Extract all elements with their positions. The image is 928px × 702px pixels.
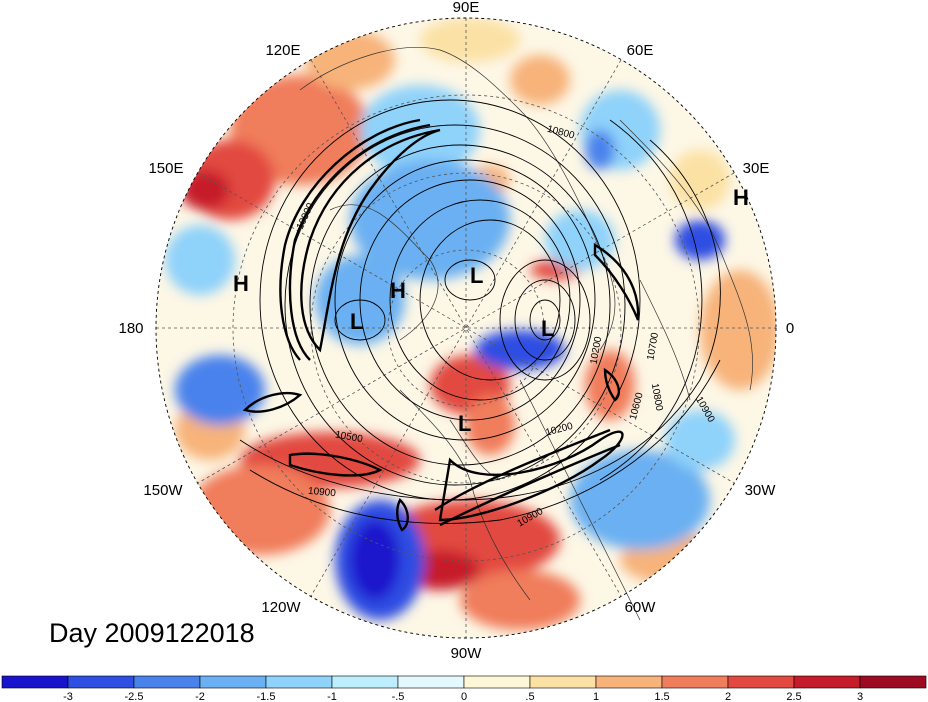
colorbar-tick-label: -1 — [327, 691, 337, 702]
lon-label-60w: 60W — [625, 599, 657, 616]
lon-label-30w: 30W — [745, 482, 777, 499]
coastlines — [299, 47, 753, 621]
height-contours — [239, 99, 721, 524]
colorbar-swatch — [661, 675, 729, 689]
colorbar-swatch — [595, 675, 663, 689]
colorbar-tick-label: 3 — [857, 691, 863, 702]
colorbar-tick-label: -2.5 — [125, 691, 144, 702]
colorbar-swatch — [133, 675, 201, 689]
high-center-label: H — [390, 278, 406, 303]
colorbar-tick-label: 1 — [593, 691, 599, 702]
colorbar-tick-label: -1.5 — [257, 691, 276, 702]
lon-label-180: 180 — [118, 320, 143, 337]
colorbar-swatch — [727, 675, 795, 689]
low-center-label: L — [541, 316, 554, 341]
jet-contours — [242, 118, 640, 532]
colorbar-swatch — [397, 675, 465, 689]
high-center-label: H — [233, 271, 249, 296]
colorbar-swatch — [793, 675, 861, 689]
colorbar-swatch — [859, 675, 927, 689]
colorbar-swatch — [529, 675, 597, 689]
colorbar-swatch — [199, 675, 267, 689]
contour-label: 10500 — [334, 429, 364, 445]
colorbar-tick-label: -.5 — [392, 691, 405, 702]
colorbar-tick-label: .5 — [525, 691, 534, 702]
colorbar-swatch — [67, 675, 135, 689]
lon-label-120w: 120W — [261, 599, 301, 616]
colorbar-swatch — [463, 675, 531, 689]
lon-label-60e: 60E — [627, 42, 654, 59]
graticule — [156, 18, 776, 638]
colorbar-tick-label: 1.5 — [654, 691, 669, 702]
colorbar-swatch — [331, 675, 399, 689]
lon-label-0: 0 — [786, 320, 794, 337]
colorbar-swatch — [265, 675, 333, 689]
colorbar-tick-label: 0 — [461, 691, 467, 702]
high-center-label: H — [733, 185, 749, 210]
longitude-labels: 90E 60E 30E 0 30W 60W 90W 120W 150W 180 … — [118, 0, 794, 662]
contour-label: 10800 — [649, 382, 665, 412]
low-center-label: L — [350, 309, 363, 334]
colorbar-tick-label: -3 — [63, 691, 73, 702]
lon-label-150w: 150W — [143, 482, 183, 499]
colorbar-tick-label: -2 — [195, 691, 205, 702]
contour-label: 10200 — [589, 335, 605, 365]
anomaly-shading — [156, 18, 776, 638]
colorbar-swatch — [1, 675, 69, 689]
lon-label-90w: 90W — [451, 645, 483, 662]
map-border — [155, 17, 777, 639]
contour-label: 10900 — [308, 486, 337, 499]
low-center-label: L — [458, 411, 471, 436]
colorbar-tick-label: 2 — [725, 691, 731, 702]
lon-label-120e: 120E — [265, 42, 300, 59]
lon-label-90e: 90E — [453, 0, 480, 16]
colorbar-tick-label: 2.5 — [786, 691, 801, 702]
lon-label-30e: 30E — [743, 160, 770, 177]
date-label: Day 2009122018 — [49, 618, 255, 648]
pressure-centers: H H H L L L L — [233, 185, 749, 436]
colorbar: -3 -2.5 -2 -1.5 -1 -.5 0 .5 1 1.5 2 2.5 3 — [1, 675, 927, 702]
low-center-label: L — [470, 263, 483, 288]
lon-label-150e: 150E — [148, 160, 183, 177]
contour-label: 10700 — [645, 331, 661, 361]
